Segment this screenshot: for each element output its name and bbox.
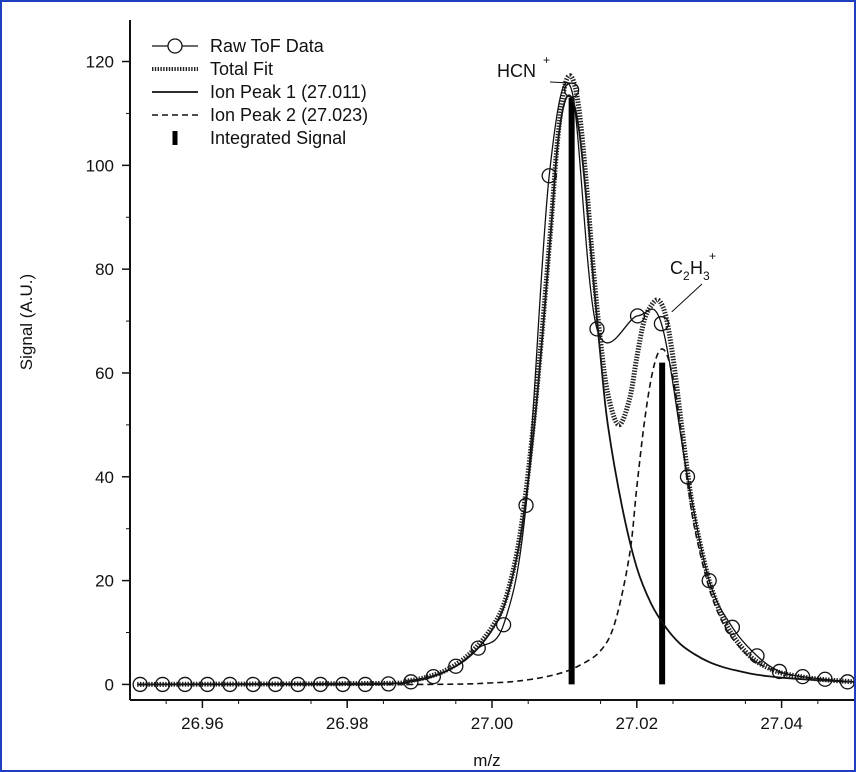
raw-data-point <box>245 676 261 693</box>
raw-data-point <box>312 676 329 693</box>
y-tick-label: 40 <box>95 468 114 487</box>
x-tick-label: 27.02 <box>616 714 659 733</box>
raw-data-point <box>653 316 670 332</box>
legend-item: Integrated Signal <box>172 128 346 148</box>
legend-item: Raw ToF Data <box>152 36 325 56</box>
total-fit-line <box>137 73 854 687</box>
raw-data-point <box>403 674 419 690</box>
annotation-c2h3-leader <box>671 283 703 313</box>
plot-area <box>132 73 854 693</box>
annotation-hcn-leader <box>549 81 574 84</box>
legend-item: Total Fit <box>152 59 273 79</box>
legend: Raw ToF Data Total Fit Ion Peak 1 (27.011)… <box>152 36 368 148</box>
raw-data-point <box>679 469 696 485</box>
raw-data-point <box>154 676 171 693</box>
raw-data-point <box>425 668 442 685</box>
raw-data-point <box>132 676 148 693</box>
y-tick-label: 60 <box>95 364 114 383</box>
annotation-c2h3-sub2: 3 <box>703 269 710 283</box>
annotations: HCN + C 2 H 3 + <box>497 53 716 313</box>
legend-item: Ion Peak 2 (27.023) <box>152 105 368 125</box>
legend-swatch-marker <box>167 38 183 54</box>
y-axis-title: Signal (A.U.) <box>17 274 36 370</box>
legend-label: Total Fit <box>210 59 273 79</box>
legend-label: Raw ToF Data <box>210 36 325 56</box>
raw-data-point <box>357 676 373 693</box>
legend-label: Integrated Signal <box>210 128 346 148</box>
raw-data-point <box>199 676 216 693</box>
x-tick-label: 26.98 <box>326 714 369 733</box>
x-tick-label: 26.96 <box>181 714 224 733</box>
legend-label: Ion Peak 2 (27.023) <box>210 105 368 125</box>
raw-data-point <box>380 676 397 692</box>
y-tick-label: 20 <box>95 572 114 591</box>
annotation-c2h3-sub1: 2 <box>683 269 690 283</box>
annotation-c2h3-h: H <box>690 258 703 278</box>
raw-data-point <box>541 168 557 184</box>
legend-swatch-integrated <box>172 131 178 145</box>
x-axis-title: m/z <box>473 751 500 770</box>
raw-data-point <box>749 648 765 664</box>
y-ticks: 0 20 40 60 80 100 120 <box>86 53 130 694</box>
raw-data-point <box>839 674 854 690</box>
raw-data-point <box>518 497 534 513</box>
legend-label: Ion Peak 1 (27.011) <box>210 82 367 102</box>
raw-data-point <box>222 676 238 693</box>
raw-data-point <box>290 676 306 693</box>
y-tick-label: 120 <box>86 53 114 72</box>
raw-data-point <box>470 640 486 656</box>
raw-data-point <box>495 617 512 633</box>
y-tick-label: 0 <box>105 675 114 694</box>
raw-data-point <box>448 658 464 674</box>
annotation-hcn: HCN <box>497 61 536 81</box>
y-tick-label: 100 <box>86 156 114 175</box>
annotation-c2h3-superscript: + <box>709 249 716 263</box>
legend-item: Ion Peak 1 (27.011) <box>152 82 367 102</box>
raw-data-point <box>177 676 193 693</box>
y-tick-label: 80 <box>95 260 114 279</box>
raw-data-point <box>335 676 351 693</box>
raw-data-point <box>629 308 646 324</box>
annotation-hcn-superscript: + <box>543 53 550 67</box>
series-group <box>132 73 854 693</box>
raw-data-point <box>794 668 811 685</box>
annotation-c2h3: C 2 H 3 + <box>670 249 716 283</box>
raw-data-point <box>701 572 717 589</box>
ion-peak-2-line <box>137 348 854 686</box>
x-tick-label: 27.04 <box>760 714 803 733</box>
annotation-c2h3-c: C <box>670 258 683 278</box>
raw-data-point <box>724 619 741 635</box>
raw-data-point <box>267 676 284 693</box>
raw-data-point <box>817 671 833 687</box>
x-tick-label: 27.00 <box>471 714 514 733</box>
raw-tof-line <box>140 82 848 686</box>
x-ticks: 26.96 26.98 27.00 27.02 27.04 <box>165 700 819 733</box>
raw-data-point <box>771 663 788 680</box>
raw-data-point <box>589 321 605 337</box>
ion-peak-1-line <box>137 94 854 686</box>
